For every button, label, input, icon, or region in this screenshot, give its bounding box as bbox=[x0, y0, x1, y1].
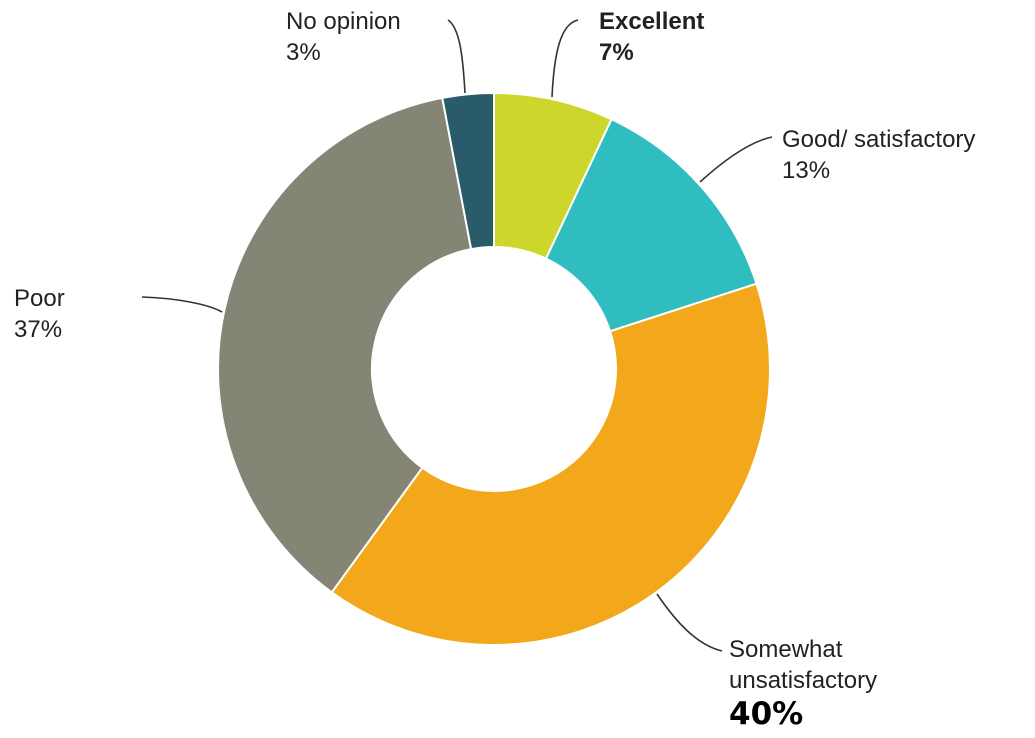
slice-no-opinion bbox=[441, 91, 495, 251]
label-somewhat-unsatisfactory: Somewhat unsatisfactory 40% bbox=[729, 634, 877, 732]
label-excellent-text: Excellent bbox=[599, 8, 705, 35]
label-no-opinion-value: 3% bbox=[286, 39, 321, 66]
leader-line-good-satisfactory bbox=[699, 136, 773, 183]
label-good-satisfactory-value: 13% bbox=[782, 157, 831, 184]
label-somewhat-unsatisfactory-value: 40% bbox=[729, 696, 804, 732]
label-good-satisfactory-text: Good/ satisfactory bbox=[782, 126, 976, 153]
leader-line-no-opinion bbox=[447, 19, 466, 94]
slice-poor bbox=[217, 96, 473, 594]
label-poor-text: Poor bbox=[14, 285, 65, 312]
leader-line-poor bbox=[141, 296, 223, 313]
slice-somewhat-unsatisfactory bbox=[330, 282, 771, 646]
label-excellent-value: 7% bbox=[599, 39, 634, 66]
label-somewhat-unsatisfactory-line1: Somewhat bbox=[729, 636, 843, 663]
label-poor: Poor 37% bbox=[14, 283, 65, 345]
label-no-opinion: No opinion 3% bbox=[286, 6, 401, 68]
label-somewhat-unsatisfactory-line2: unsatisfactory bbox=[729, 667, 878, 694]
slice-good-satisfactory bbox=[544, 117, 758, 333]
label-poor-value: 37% bbox=[14, 316, 63, 343]
label-excellent: Excellent 7% bbox=[599, 6, 704, 68]
leader-line-excellent bbox=[551, 19, 579, 98]
label-good-satisfactory: Good/ satisfactory 13% bbox=[782, 124, 975, 186]
label-no-opinion-text: No opinion bbox=[286, 8, 401, 35]
leader-line-somewhat-unsatisfactory bbox=[656, 593, 723, 652]
